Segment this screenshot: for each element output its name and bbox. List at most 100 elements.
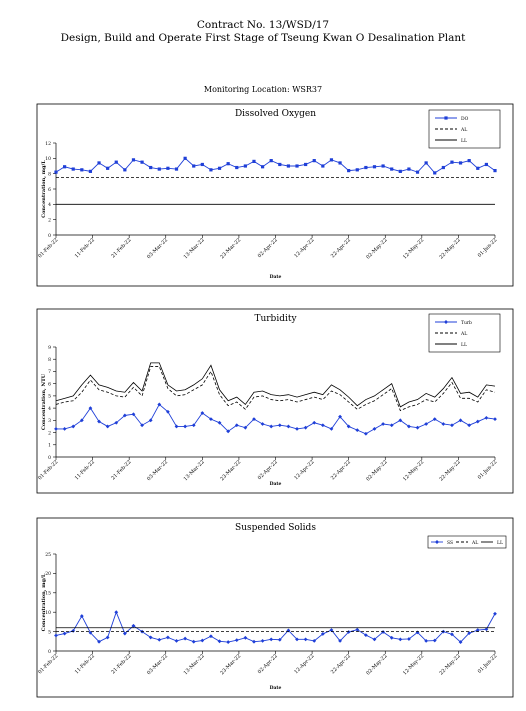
ss-point [54, 633, 58, 638]
y-tick-label: 0 [48, 455, 51, 461]
ss-point [450, 632, 454, 637]
turb-point [174, 424, 179, 429]
x-tick-label: 02-Apr-22 [257, 237, 279, 259]
do-point [407, 167, 411, 171]
chart-frame [36, 103, 514, 287]
x-axis-label: Date [270, 274, 282, 280]
x-tick-label: 11-Feb-22 [74, 459, 96, 481]
ss-point [372, 637, 377, 642]
turb-point [415, 425, 420, 430]
turb-point [191, 423, 196, 428]
turb-point [329, 426, 334, 431]
do-point [441, 165, 445, 170]
turb-point [200, 411, 205, 415]
ss-point [174, 639, 179, 643]
do-point [312, 159, 316, 163]
turb-point [88, 406, 93, 411]
x-tick-label: 02-May-22 [365, 237, 388, 260]
y-tick-label: 8 [48, 171, 51, 177]
ss-point [432, 638, 437, 643]
turb-point [260, 422, 265, 426]
ss-point [398, 637, 403, 642]
do-point [63, 165, 67, 169]
x-tick-label: 02-Apr-22 [257, 653, 279, 675]
ss-point [338, 639, 342, 643]
do-point [226, 162, 230, 166]
turb-point [131, 412, 136, 417]
turb-point [105, 424, 110, 429]
turb-point [122, 413, 127, 418]
do-point [252, 159, 256, 163]
turb-point [381, 422, 385, 426]
turb-point [346, 424, 351, 429]
ss-point [200, 638, 205, 643]
y-axis-label: Concentration, mg/L [41, 160, 47, 218]
turb-point [467, 423, 472, 428]
project-title: Design, Build and Operate First Stage of… [60, 32, 466, 44]
ss-point [467, 631, 472, 636]
ss-point [475, 628, 480, 632]
x-tick-label: 12-May-22 [402, 237, 425, 260]
chart-title: Turbidity [254, 314, 297, 324]
turb-point [475, 419, 480, 424]
do-point [476, 166, 480, 170]
y-tick-label: 0 [48, 649, 51, 655]
x-tick-label: 01-Feb-22 [37, 237, 59, 259]
do-point [458, 161, 463, 165]
ss-point [363, 633, 368, 637]
turb-point [432, 417, 437, 422]
y-tick-label: 3 [48, 418, 51, 424]
x-tick-label: 03-Mar-22 [146, 237, 169, 260]
ss-point [62, 631, 67, 636]
do-point [106, 166, 110, 170]
x-tick-label: 02-May-22 [365, 653, 388, 676]
x-tick-label: 22-Apr-22 [330, 459, 352, 481]
legend-label-al: AL [460, 127, 467, 133]
legend-label-turb: Turb [461, 320, 472, 326]
turb-point [148, 418, 153, 423]
x-tick-label: 03-Mar-22 [146, 459, 169, 482]
do-point [235, 165, 239, 170]
ss-point [166, 635, 170, 640]
turb-point [303, 425, 308, 430]
ss-point [131, 623, 136, 628]
x-tick-label: 21-Feb-22 [110, 237, 132, 259]
ss-point [277, 637, 282, 642]
turb-point [493, 417, 497, 422]
ss-point [79, 614, 84, 618]
do-point [149, 165, 153, 170]
y-tick-label: 20 [45, 571, 51, 577]
do-point [493, 169, 497, 173]
x-tick-label: 21-Feb-22 [110, 459, 132, 481]
chart-legend: DO AL LL [428, 109, 501, 149]
ss-point [114, 610, 119, 615]
do-point [372, 165, 377, 169]
do-point [54, 170, 58, 174]
x-tick-label: 22-Apr-22 [330, 653, 352, 675]
turb-point [355, 428, 360, 433]
y-tick-label: 1 [48, 443, 51, 449]
y-tick-label: 10 [45, 610, 51, 616]
turb-point [54, 426, 58, 431]
do-point [260, 165, 265, 169]
x-axis-label: Date [270, 685, 282, 691]
do-point [329, 158, 334, 162]
legend-label-ll: LL [461, 342, 467, 348]
ss-point [183, 636, 188, 641]
x-tick-label: 02-Apr-22 [257, 459, 279, 481]
chart-2: Suspended Solids 0 5 10 15 20 25 Concentration,… [36, 517, 514, 698]
turb-point [217, 420, 222, 425]
do-point [321, 164, 325, 168]
chart-legend: SS AL LL [427, 535, 507, 549]
y-tick-label: 6 [48, 187, 51, 193]
x-tick-label: 22-May-22 [438, 653, 461, 676]
legend-marker [444, 320, 448, 324]
x-tick-label: 01-Jun-22 [477, 653, 499, 675]
ss-point [312, 639, 317, 643]
do-point [415, 170, 420, 174]
legend-label-ss: SS [447, 540, 453, 546]
x-tick-label: 21-Feb-22 [110, 653, 132, 675]
x-tick-label: 11-Feb-22 [74, 237, 96, 259]
ss-point [484, 627, 489, 632]
ss-point [105, 635, 110, 640]
